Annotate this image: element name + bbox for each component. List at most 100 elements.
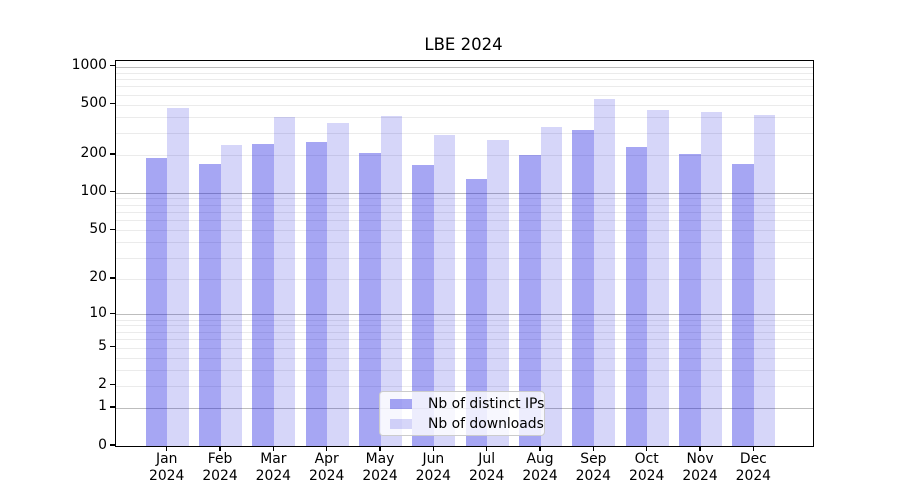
chart-title: LBE 2024 bbox=[424, 35, 503, 54]
bar-downloads bbox=[700, 112, 722, 446]
bar-distinct-ips bbox=[145, 157, 168, 446]
bar-distinct-ips bbox=[519, 155, 541, 446]
gridline-minor bbox=[116, 220, 813, 222]
y-tick-label: 1000 bbox=[71, 57, 107, 74]
bar-distinct-ips bbox=[732, 164, 754, 446]
x-tick-label: Oct 2024 bbox=[629, 451, 665, 484]
gridline-minor bbox=[116, 278, 813, 280]
bar-distinct-ips bbox=[305, 141, 328, 446]
y-tick-label: 200 bbox=[80, 145, 107, 162]
y-tick bbox=[110, 277, 115, 279]
x-tick bbox=[219, 446, 221, 452]
x-tick-label: Jun 2024 bbox=[415, 451, 452, 484]
gridline-minor bbox=[116, 331, 813, 333]
y-tick bbox=[110, 228, 115, 230]
x-tick bbox=[272, 446, 275, 452]
gridline-minor bbox=[116, 72, 813, 74]
bar-downloads bbox=[327, 122, 349, 446]
bar-distinct-ips bbox=[252, 144, 274, 446]
legend-item-downloads: Nb of downloads bbox=[390, 416, 544, 432]
y-tick-label: 20 bbox=[89, 269, 107, 286]
x-tick bbox=[326, 446, 328, 452]
x-tick bbox=[592, 446, 595, 452]
y-tick bbox=[110, 153, 115, 155]
y-tick-label: 500 bbox=[80, 95, 107, 112]
gridline-minor bbox=[116, 339, 813, 341]
x-tick-label: May 2024 bbox=[362, 451, 398, 484]
bar-downloads bbox=[167, 108, 189, 446]
x-tick bbox=[699, 446, 701, 452]
x-tick-label: Mar 2024 bbox=[255, 451, 292, 484]
gridline-minor bbox=[116, 79, 813, 80]
gridline-minor bbox=[116, 242, 813, 244]
gridline-major bbox=[116, 314, 813, 316]
gridline-minor bbox=[116, 357, 813, 359]
x-tick bbox=[486, 446, 488, 452]
legend: Nb of distinct IPs Nb of downloads bbox=[379, 391, 545, 436]
x-tick bbox=[379, 446, 381, 452]
gridline-minor bbox=[116, 257, 813, 259]
y-tick bbox=[110, 65, 115, 67]
bar-distinct-ips bbox=[412, 165, 434, 446]
x-tick-label: Aug 2024 bbox=[522, 451, 558, 484]
bar-distinct-ips bbox=[199, 164, 221, 446]
gridline-minor bbox=[116, 86, 813, 88]
y-tick-label: 2 bbox=[98, 376, 107, 393]
y-tick bbox=[110, 444, 115, 446]
gridline-minor bbox=[116, 154, 813, 156]
x-tick-label: Dec 2024 bbox=[735, 451, 772, 484]
x-tick-label: Feb 2024 bbox=[202, 451, 238, 484]
x-tick bbox=[539, 446, 541, 452]
y-tick-label: 5 bbox=[98, 338, 107, 355]
y-tick bbox=[110, 346, 115, 348]
x-tick bbox=[432, 446, 435, 452]
gridline-minor bbox=[116, 132, 813, 134]
bar-downloads bbox=[433, 135, 456, 446]
y-tick bbox=[110, 103, 115, 105]
legend-item-distinct-ips: Nb of distinct IPs bbox=[390, 396, 544, 412]
gridline-minor bbox=[116, 319, 813, 321]
gridline-major bbox=[116, 66, 813, 68]
y-tick-label: 100 bbox=[80, 183, 107, 200]
gridline-minor bbox=[116, 369, 813, 371]
y-tick bbox=[110, 384, 115, 386]
y-tick-label: 1 bbox=[98, 398, 107, 415]
x-tick-label: Apr 2024 bbox=[309, 451, 345, 484]
gridline-minor bbox=[116, 104, 813, 106]
y-tick bbox=[110, 312, 115, 315]
bar-downloads bbox=[753, 114, 776, 446]
y-tick bbox=[110, 191, 115, 193]
bar-distinct-ips bbox=[572, 130, 594, 446]
gridline-minor bbox=[116, 385, 813, 387]
gridline-minor bbox=[116, 212, 813, 214]
legend-label-distinct-ips: Nb of distinct IPs bbox=[428, 395, 545, 412]
legend-swatch-downloads bbox=[390, 418, 412, 429]
gridline-minor bbox=[116, 94, 813, 96]
gridline-minor bbox=[116, 230, 813, 232]
bar-downloads bbox=[593, 99, 616, 446]
bar-distinct-ips bbox=[465, 179, 488, 446]
y-tick-label: 0 bbox=[98, 436, 107, 453]
bar-downloads bbox=[220, 145, 242, 446]
x-tick bbox=[166, 446, 168, 452]
y-tick bbox=[110, 406, 115, 408]
gridline-minor bbox=[116, 347, 813, 349]
x-tick-label: Sep 2024 bbox=[575, 451, 612, 484]
bar-downloads bbox=[273, 116, 296, 446]
bar-downloads bbox=[487, 139, 509, 446]
x-tick-label: Nov 2024 bbox=[682, 451, 718, 484]
bar-distinct-ips bbox=[359, 152, 381, 446]
legend-label-downloads: Nb of downloads bbox=[428, 415, 544, 432]
x-tick-label: Jan 2024 bbox=[149, 451, 185, 484]
gridline-minor bbox=[116, 116, 813, 118]
gridline-minor bbox=[116, 325, 813, 327]
gridline-minor bbox=[116, 204, 813, 206]
x-tick bbox=[752, 446, 755, 452]
bar-distinct-ips bbox=[679, 154, 701, 446]
y-tick-label: 10 bbox=[89, 304, 107, 321]
bar-downloads bbox=[647, 110, 669, 446]
x-tick-label: Jul 2024 bbox=[469, 451, 505, 484]
x-tick bbox=[646, 446, 648, 452]
bar-downloads bbox=[380, 116, 402, 446]
